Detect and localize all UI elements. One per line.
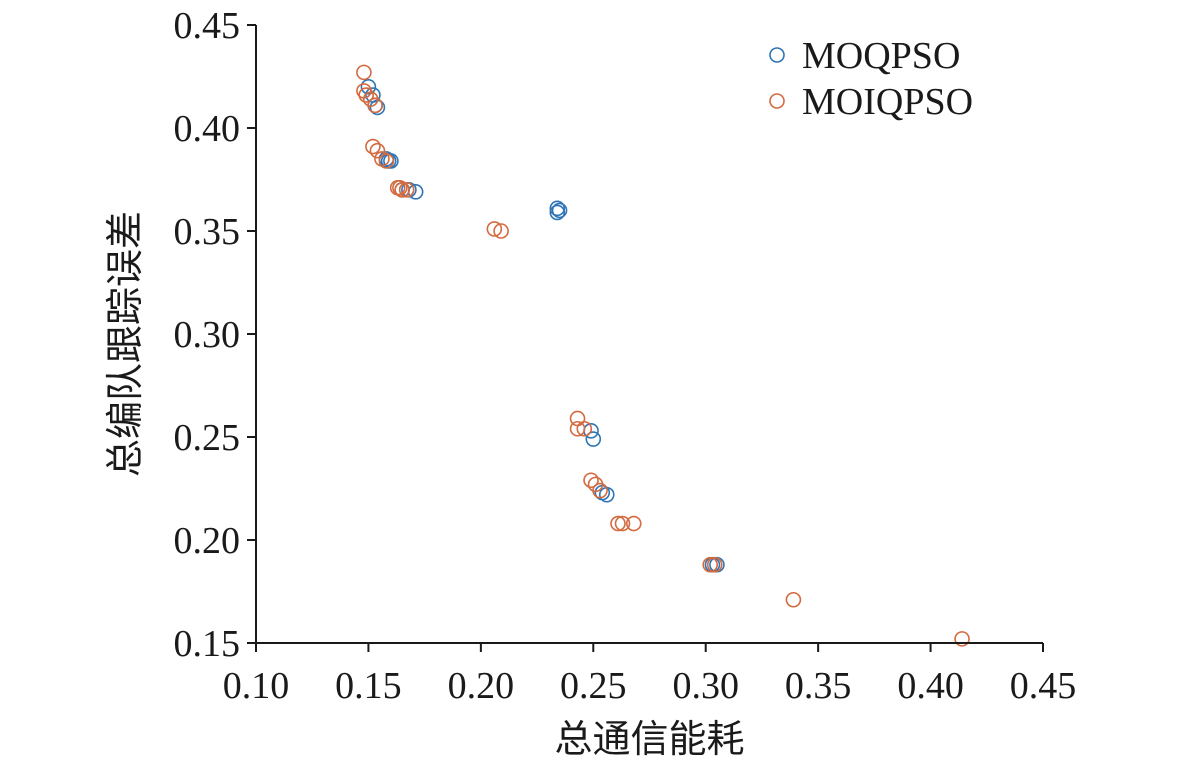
y-tick-label: 0.40 — [174, 108, 241, 150]
data-point — [585, 431, 602, 447]
legend-marker — [769, 93, 785, 109]
y-tick-label: 0.35 — [174, 211, 241, 253]
data-point — [614, 515, 631, 532]
legend-label: MOIQPSO — [802, 81, 973, 123]
x-tick-label: 0.20 — [448, 665, 515, 707]
data-point — [378, 153, 395, 169]
y-tick-label: 0.20 — [174, 520, 241, 562]
plot-area — [356, 64, 970, 647]
x-axis-ticks: 0.10 0.15 0.20 0.25 0.30 0.35 0.40 0.45 — [223, 643, 1077, 707]
legend-label: MOQPSO — [802, 35, 960, 77]
data-point — [356, 64, 372, 81]
x-tick-label: 0.30 — [672, 665, 739, 707]
x-tick-label: 0.25 — [560, 665, 627, 707]
x-axis-title: 总通信能耗 — [554, 717, 744, 761]
x-tick-label: 0.45 — [1010, 665, 1077, 707]
x-tick-label: 0.40 — [897, 665, 964, 707]
x-tick-label: 0.35 — [785, 665, 852, 707]
y-tick-label: 0.15 — [174, 623, 241, 665]
data-point — [360, 79, 377, 95]
y-tick-label: 0.45 — [174, 5, 241, 47]
data-point — [486, 221, 503, 237]
data-point — [369, 142, 386, 159]
data-point — [592, 482, 608, 499]
data-point — [785, 591, 802, 608]
x-tick-label: 0.15 — [335, 665, 402, 707]
data-point — [493, 223, 509, 239]
data-point — [392, 179, 408, 196]
y-axis-title: 总编队跟踪误差 — [103, 211, 147, 477]
data-point — [367, 97, 383, 114]
data-point — [398, 182, 415, 198]
data-point — [358, 87, 374, 103]
data-point — [551, 202, 568, 219]
series-moiqpso — [356, 64, 970, 647]
data-point — [383, 153, 399, 169]
series-moqpso — [360, 79, 725, 573]
data-point — [625, 515, 642, 532]
data-point — [394, 182, 410, 198]
x-tick-label: 0.10 — [223, 665, 290, 707]
data-point — [954, 631, 970, 647]
data-point — [610, 515, 626, 532]
data-point — [576, 420, 593, 437]
y-tick-label: 0.25 — [174, 417, 241, 459]
data-point — [549, 200, 566, 217]
data-point — [706, 556, 723, 573]
legend-marker — [769, 47, 785, 63]
data-point — [549, 204, 566, 221]
y-axis-ticks: 0.15 0.20 0.25 0.30 0.35 0.40 0.45 — [174, 5, 256, 665]
data-point — [702, 556, 719, 573]
y-tick-label: 0.30 — [174, 314, 241, 356]
data-point — [365, 138, 381, 155]
data-point — [569, 420, 586, 437]
data-point — [583, 472, 599, 489]
